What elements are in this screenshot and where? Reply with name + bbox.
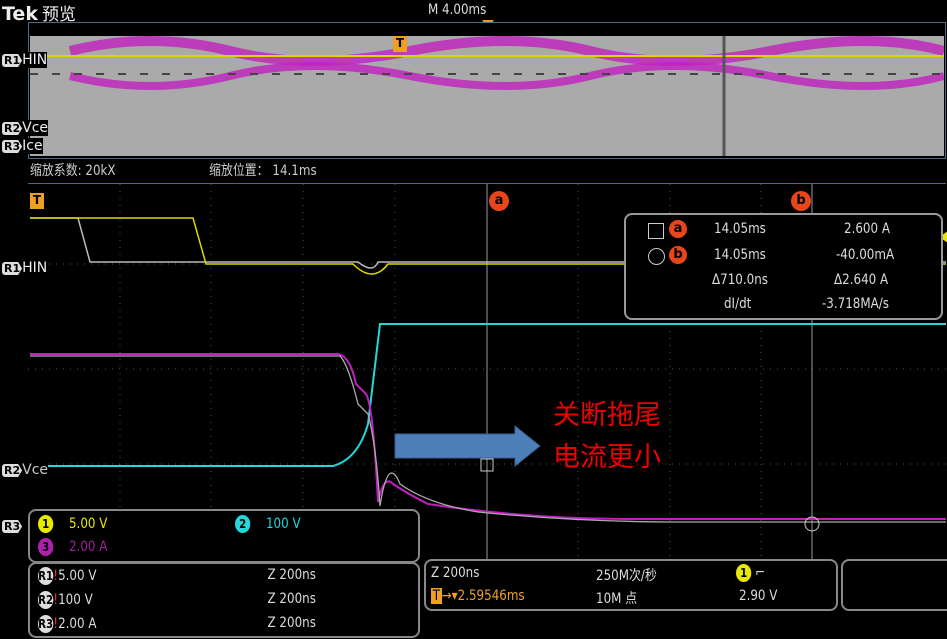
main-ref-r1[interactable]: R1 HIN	[2, 260, 48, 276]
cursor-a-time: 14.05ms	[714, 221, 766, 237]
circle-icon	[648, 248, 665, 265]
main-ref-r3[interactable]: R3	[2, 520, 23, 533]
trigger-position: T →▾2.59546ms	[431, 588, 525, 604]
cursor-b-value: -40.00mA	[836, 247, 895, 263]
channel-2[interactable]: 2 100 V	[235, 515, 301, 533]
overview-ref-r1[interactable]: R1 HIN	[2, 52, 48, 68]
cursor-a-badge: a	[669, 220, 687, 238]
overview-trigger-marker: T	[393, 36, 407, 52]
ch1-trace	[30, 217, 946, 275]
cursor-readout-panel: a b 14.05ms 2.600 A 14.05ms -40.00mA Δ71…	[624, 213, 943, 320]
cursor-a-value: 2.600 A	[844, 221, 890, 237]
zoom-timebase: Z 200ns	[431, 565, 480, 581]
arrow-annotation	[394, 424, 541, 468]
zoom-info: 缩放系数: 20kX 缩放位置： 14.1ms	[30, 163, 317, 179]
status-panel	[841, 559, 947, 611]
overview-waveform[interactable]	[30, 36, 946, 156]
timebase-label: M 4.00ms	[428, 2, 487, 18]
slope-label: dI/dt	[724, 296, 752, 312]
trigger-source[interactable]: 1 ⌐	[736, 564, 765, 582]
ref-ice-trace	[30, 355, 946, 523]
overview-ref-r2[interactable]: R2 Vce	[2, 120, 49, 136]
record-length: 10M 点	[596, 591, 638, 607]
channel-1[interactable]: 1 5.00 V	[38, 515, 107, 533]
delta-value: Δ2.640 A	[834, 272, 889, 288]
cursor-a-marker	[480, 458, 494, 472]
overview-ref-r3[interactable]: R3 Ice	[2, 138, 43, 154]
cursor-a-handle[interactable]: a	[489, 191, 509, 211]
main-waveform-area[interactable]	[28, 183, 946, 559]
square-icon	[648, 223, 664, 239]
trigger-level: 2.90 V	[739, 588, 778, 604]
channel-panel[interactable]: 1 5.00 V 2 100 V 3 2.00 A	[28, 509, 420, 563]
brand-label: Tek 预览	[2, 3, 76, 25]
channel-3[interactable]: 3 2.00 A	[38, 538, 107, 556]
main-ref-r2[interactable]: R2 Vce	[2, 462, 49, 478]
cursor-b-marker	[804, 516, 820, 532]
slope-value: -3.718MA/s	[822, 296, 889, 312]
delta-time: Δ710.0ns	[712, 272, 768, 288]
main-trigger-marker: T	[30, 193, 44, 209]
ref-hin-trace	[30, 217, 946, 269]
annotation-text: 关断拖尾 电流更小	[553, 400, 661, 473]
horizontal-trigger-panel[interactable]: Z 200ns 250M次/秒 1 ⌐ T →▾2.59546ms 10M 点 2…	[424, 559, 838, 611]
cursor-b-time: 14.05ms	[714, 247, 766, 263]
cursor-b-badge: b	[669, 246, 687, 264]
sample-rate: 250M次/秒	[596, 568, 657, 584]
ch2-trace	[30, 323, 946, 467]
cursor-b-handle[interactable]: b	[791, 191, 811, 211]
ch3-trace	[30, 353, 946, 520]
ch1-trigger-level-icon	[933, 231, 947, 243]
waveform-traces	[28, 184, 946, 559]
overview-traces	[30, 36, 946, 156]
